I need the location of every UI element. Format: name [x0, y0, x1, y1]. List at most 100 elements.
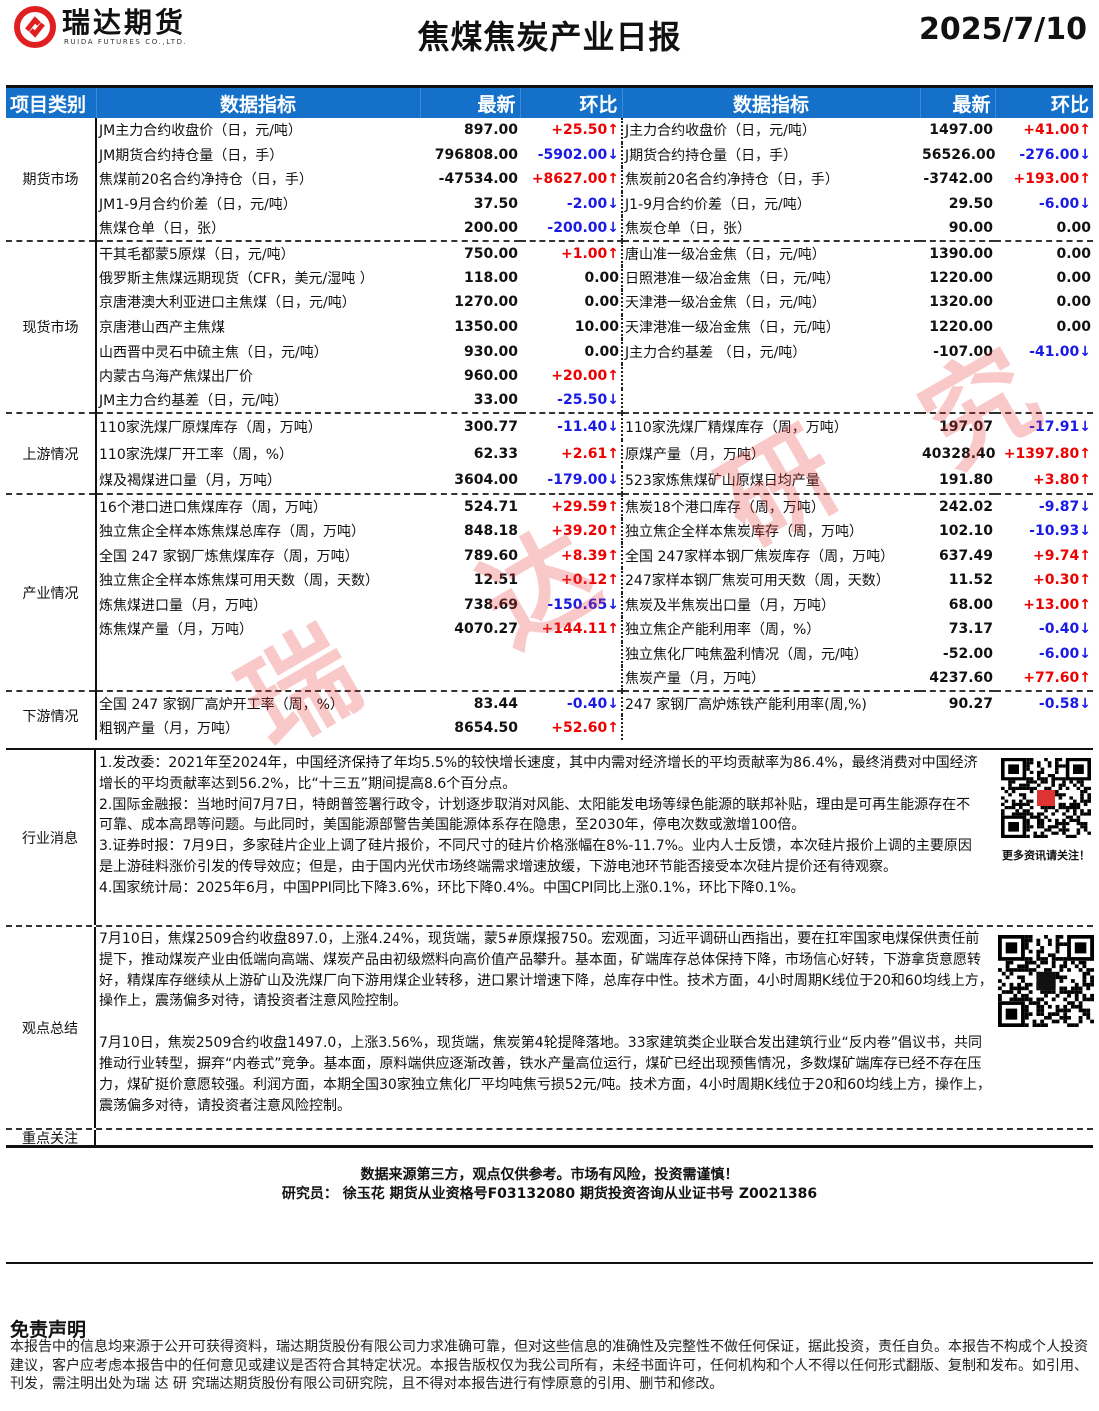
indicator-cell: 炼焦煤进口量（月，万吨） — [99, 597, 267, 614]
latest-2-cell: 1497.00 — [929, 122, 993, 139]
indicator-cell: 干其毛都蒙5原煤（日，元/吨） — [96, 239, 420, 266]
category-label: 期货市场 — [6, 118, 97, 241]
footer-note: 数据来源第三方，观点仅供参考。市场有风险，投资需谨慎！ 研究员： 徐玉花 期货从… — [0, 1166, 1099, 1204]
indicator-2-cell: 日照港准一级冶金焦（日，元/吨） — [625, 270, 840, 287]
change-cell: 0.00 — [520, 290, 623, 315]
indicator-cell: 京唐港山西产主焦煤 — [99, 320, 225, 337]
latest-cell: 524.71 — [420, 493, 520, 519]
change-2-cell: -9.87↓ — [995, 493, 1093, 519]
change-cell: +29.59↑ — [520, 493, 623, 519]
indicator-cell: 山西晋中灵石中硫主焦（日，元/吨） — [99, 344, 328, 361]
change-cell — [520, 641, 623, 667]
indicator-2-cell: 247 家钢厂高炉炼铁产能利用率(周,%) — [622, 689, 920, 716]
disclaimer-title: 免责声明 — [10, 1319, 87, 1341]
indicator-2-cell — [622, 715, 920, 740]
change-2-cell: 0.00 — [1056, 319, 1091, 336]
indicator-2-cell: 独立焦企全样本焦炭库存（周，万吨） — [625, 524, 863, 541]
change-2-cell: -41.00↓ — [1029, 343, 1091, 360]
latest-cell: -47534.00 — [438, 171, 518, 188]
logo-subtext: RUIDA FUTURES CO.,LTD. — [64, 38, 188, 46]
latest-cell: 1270.00 — [454, 294, 518, 311]
indicator-2-cell: 焦炭及半焦炭出口量（月，万吨） — [625, 597, 835, 614]
table-row: 独立焦化厂吨焦盈利情况（周，元/吨） -52.00 -6.00↓ — [6, 641, 1093, 667]
change-2-cell: -17.91↓ — [995, 412, 1093, 441]
indicator-2-cell: J主力合约基差 （日，元/吨） — [625, 344, 807, 361]
table-row: JM1-9月合约价差（日，元/吨） 37.50 -2.00↓ J1-9月合约价差（日，… — [6, 191, 1093, 217]
indicator-cell: 焦煤仓单（日，张） — [99, 221, 225, 238]
change-cell: +1.00↑ — [520, 239, 623, 266]
col-header-latest-2: 最新 — [920, 88, 996, 118]
table-row: 下游情况 全国 247 家钢厂高炉开工率（周，%） 83.44 -0.40↓ 247 家… — [6, 689, 1093, 741]
change-cell: +52.60↑ — [520, 715, 623, 741]
change-cell: +0.12↑ — [520, 567, 623, 593]
indicator-2-cell: 独立焦企产能利用率（周，%） — [625, 622, 821, 639]
change-2-cell: -0.58↓ — [995, 689, 1093, 716]
table-row: 俄罗斯主焦煤远期现货（CFR，美元/湿吨 ） 118.00 0.00 日照港准一级冶金… — [6, 265, 1093, 291]
col-header-change: 环比 — [520, 88, 623, 118]
logo-text: 瑞达期货 — [62, 6, 187, 39]
table-row: 京唐港山西产主焦煤 1350.00 10.00 天津港准一级冶金焦（日，元/吨） 122… — [6, 314, 1093, 340]
indicator-2-cell: 焦炭产量（月，万吨） — [625, 671, 765, 688]
category-label: 下游情况 — [6, 689, 97, 741]
indicator-2-cell: 天津港一级冶金焦（日，元/吨） — [625, 295, 826, 312]
change-cell: -179.00↓ — [520, 467, 623, 495]
wechat-qr-code — [998, 935, 1094, 1027]
news-item: 2.国际金融报：当地时间7月7日，特朗普签署行政令，计划逐步取消对风能、太阳能发… — [99, 796, 971, 834]
table-row: 焦煤前20名合约净持仓（日，手） -47534.00 +8627.00↑ 焦炭前20名… — [6, 167, 1093, 192]
latest-cell: 750.00 — [420, 239, 520, 266]
indicator-cell: 独立焦企全样本炼焦煤可用天数（周，天数） — [99, 573, 379, 590]
indicator-cell: 全国 247 家钢厂炼焦煤库存（周，万吨） — [99, 548, 359, 565]
indicator-2-cell: 全国 247家样本钢厂焦炭库存（周，万吨） — [625, 548, 895, 565]
latest-cell: 3604.00 — [454, 472, 518, 489]
change-cell: +2.61↑ — [520, 440, 623, 468]
change-cell: -2.00↓ — [520, 191, 623, 217]
change-cell: +39.20↑ — [520, 518, 623, 544]
change-cell: -200.00↓ — [520, 216, 623, 241]
change-cell: +144.11↑ — [520, 617, 623, 642]
col-header-indicator: 数据指标 — [96, 88, 421, 118]
divider — [6, 1262, 1093, 1264]
table-row: JM期货合约持仓量（日，手） 796808.00 -5902.00↓ J期货合约持仓量… — [6, 142, 1093, 168]
latest-cell: 789.60 — [463, 547, 518, 564]
change-2-cell: +41.00↑ — [1023, 122, 1091, 139]
latest-2-cell: 40328.40 — [922, 445, 995, 462]
latest-2-cell: 56526.00 — [922, 146, 995, 163]
col-header-indicator-2: 数据指标 — [622, 88, 921, 118]
latest-cell: 897.00 — [463, 122, 518, 139]
change-2-cell: 0.00 — [1056, 220, 1091, 237]
change-2-cell: +0.30↑ — [1032, 572, 1091, 589]
table-row: 现货市场 干其毛都蒙5原煤（日，元/吨） 750.00 +1.00↑ 唐山准一级冶金焦（… — [6, 239, 1093, 414]
indicator-cell: 110家洗煤厂开工率（周，%） — [99, 446, 294, 463]
table-row: 产业情况 16个港口进口焦煤库存（周，万吨） 524.71 +29.59↑ 焦炭18个港… — [6, 493, 1093, 691]
table-row: 京唐港澳大利亚进口主焦煤（日，元/吨） 1270.00 0.00 天津港一级冶金焦（日… — [6, 290, 1093, 315]
table-row: 110家洗煤厂开工率（周，%） 62.33 +2.61↑ 原煤产量（月，万吨） 4032… — [6, 440, 1093, 468]
latest-2-cell: 1220.00 — [929, 269, 993, 286]
indicator-2-cell — [622, 389, 920, 414]
latest-2-cell — [920, 364, 995, 389]
indicator-cell: 俄罗斯主焦煤远期现货（CFR，美元/湿吨 ） — [99, 270, 374, 287]
data-table: 项目类别 数据指标 最新 环比 数据指标 最新 环比 期货市场 JM主力合约收盘价… — [6, 88, 1093, 741]
indicator-cell — [96, 666, 420, 691]
latest-cell: 62.33 — [473, 445, 518, 462]
table-row: 炼焦煤进口量（月，万吨） 738.69 -150.65↓ 焦炭及半焦炭出口量（月，万吨… — [6, 592, 1093, 618]
change-cell: 0.00 — [520, 265, 623, 291]
views-section: 观点总结 7月10日，焦煤2509合约收盘897.0，上涨4.24%，现货端，蒙… — [6, 925, 1094, 1128]
indicator-2-cell — [622, 364, 920, 389]
latest-2-cell: 1220.00 — [929, 319, 993, 336]
indicator-2-cell: 天津港准一级冶金焦（日，元/吨） — [625, 320, 840, 337]
indicator-cell: 京唐港澳大利亚进口主焦煤（日，元/吨） — [99, 295, 356, 312]
latest-2-cell — [920, 389, 995, 414]
table-row: 独立焦企全样本炼焦煤总库存（周，万吨） 848.18 +39.20↑ 独立焦企全样本焦… — [6, 518, 1093, 544]
latest-2-cell: -107.00 — [933, 343, 993, 360]
table-row: 焦炭产量（月，万吨） 4237.60 +77.60↑ — [6, 666, 1093, 691]
change-cell: +25.50↑ — [520, 118, 623, 143]
focus-label: 重点关注 — [6, 1130, 96, 1147]
latest-2-cell: 4237.60 — [929, 670, 993, 687]
change-2-cell: -0.40↓ — [1038, 621, 1091, 638]
table-header: 项目类别 数据指标 最新 环比 数据指标 最新 环比 — [6, 88, 1093, 118]
indicator-2-cell: J主力合约收盘价（日，元/吨） — [625, 123, 816, 140]
indicator-cell: JM1-9月合约价差（日，元/吨） — [99, 197, 297, 214]
change-2-cell: -6.00↓ — [1038, 196, 1091, 213]
change-2-cell: +193.00↑ — [1013, 171, 1092, 188]
news-item: 3.证券时报：7月9日，多家硅片企业上调了硅片报价，不同尺寸的硅片价格涨幅在8%… — [99, 838, 972, 875]
